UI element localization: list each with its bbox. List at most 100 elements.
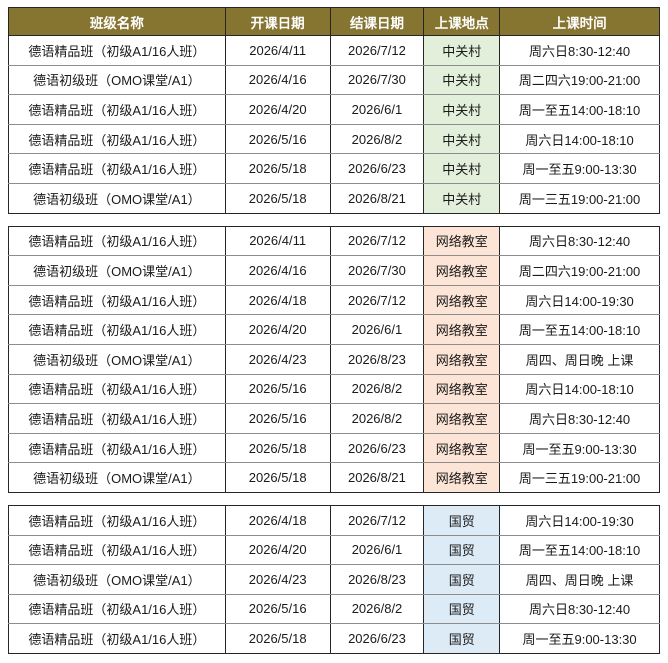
time-cell: 周一至五9:00-13:30 xyxy=(499,432,660,464)
end-date-cell: 2026/7/30 xyxy=(329,64,425,96)
class-name-cell: 德语精品班（初级A1/16人班） xyxy=(8,593,226,625)
end-date-cell: 2026/6/23 xyxy=(329,432,425,464)
time-cell: 周一三五19:00-21:00 xyxy=(499,182,660,214)
time-cell: 周六日8:30-12:40 xyxy=(499,403,660,434)
class-name-cell: 德语精品班（初级A1/16人班） xyxy=(8,153,226,184)
start-date-cell: 2026/4/18 xyxy=(224,504,331,536)
header-cell-location: 上课地点 xyxy=(423,7,501,36)
start-date-cell: 2026/5/18 xyxy=(224,462,331,493)
location-cell: 网络教室 xyxy=(423,284,501,316)
header-cell-time: 上课时间 xyxy=(499,7,660,36)
schedule-table-section-2: 德语精品班（初级A1/16人班） 2026/4/11 2026/7/12 网络教室 周六… xyxy=(8,225,660,493)
end-date-cell: 2026/7/12 xyxy=(329,35,425,66)
location-cell: 中关村 xyxy=(423,94,501,125)
start-date-cell: 2026/4/18 xyxy=(224,284,331,316)
location-cell: 网络教室 xyxy=(423,403,501,434)
time-cell: 周一至五14:00-18:10 xyxy=(499,314,660,345)
start-date-cell: 2026/4/23 xyxy=(224,564,331,595)
class-name-cell: 德语精品班（初级A1/16人班） xyxy=(8,35,226,66)
location-cell: 中关村 xyxy=(423,35,501,66)
schedule-row: 德语初级班（OMO课堂/A1） 2026/5/18 2026/8/21 中关村 周一三五… xyxy=(8,182,660,214)
location-cell: 网络教室 xyxy=(423,343,501,375)
time-cell: 周六日8:30-12:40 xyxy=(499,593,660,625)
start-date-cell: 2026/4/20 xyxy=(224,314,331,345)
class-name-cell: 德语精品班（初级A1/16人班） xyxy=(8,225,226,257)
schedule-row: 德语精品班（初级A1/16人班） 2026/5/16 2026/8/2 网络教室 周六日… xyxy=(8,373,660,405)
location-cell: 网络教室 xyxy=(423,462,501,493)
time-cell: 周六日8:30-12:40 xyxy=(499,35,660,66)
time-cell: 周一至五9:00-13:30 xyxy=(499,623,660,654)
schedule-row: 德语初级班（OMO课堂/A1） 2026/4/16 2026/7/30 网络教室 周二四… xyxy=(8,255,660,286)
class-name-cell: 德语精品班（初级A1/16人班） xyxy=(8,373,226,405)
schedule-row: 德语精品班（初级A1/16人班） 2026/5/16 2026/8/2 中关村 周六日1… xyxy=(8,123,660,155)
class-name-cell: 德语精品班（初级A1/16人班） xyxy=(8,284,226,316)
schedule-row: 德语初级班（OMO课堂/A1） 2026/4/16 2026/7/30 中关村 周二四六… xyxy=(8,64,660,96)
end-date-cell: 2026/7/12 xyxy=(329,284,425,316)
schedule-row: 德语初级班（OMO课堂/A1） 2026/5/18 2026/8/21 网络教室 周一三… xyxy=(8,462,660,493)
end-date-cell: 2026/7/12 xyxy=(329,504,425,536)
end-date-cell: 2026/8/23 xyxy=(329,343,425,375)
start-date-cell: 2026/4/23 xyxy=(224,343,331,375)
class-name-cell: 德语初级班（OMO课堂/A1） xyxy=(8,462,226,493)
schedule-row: 德语精品班（初级A1/16人班） 2026/5/16 2026/8/2 网络教室 周六日… xyxy=(8,403,660,434)
schedule-row: 德语精品班（初级A1/16人班） 2026/4/18 2026/7/12 国贸 周六日1… xyxy=(8,504,660,536)
location-cell: 网络教室 xyxy=(423,225,501,257)
end-date-cell: 2026/8/2 xyxy=(329,373,425,405)
start-date-cell: 2026/5/16 xyxy=(224,373,331,405)
schedule-row: 德语精品班（初级A1/16人班） 2026/4/11 2026/7/12 网络教室 周六… xyxy=(8,225,660,257)
end-date-cell: 2026/6/23 xyxy=(329,623,425,654)
start-date-cell: 2026/4/16 xyxy=(224,255,331,286)
schedule-row: 德语精品班（初级A1/16人班） 2026/4/20 2026/6/1 国贸 周一至五1… xyxy=(8,534,660,566)
class-name-cell: 德语初级班（OMO课堂/A1） xyxy=(8,255,226,286)
class-name-cell: 德语初级班（OMO课堂/A1） xyxy=(8,64,226,96)
start-date-cell: 2026/5/16 xyxy=(224,403,331,434)
location-cell: 网络教室 xyxy=(423,255,501,286)
start-date-cell: 2026/5/16 xyxy=(224,593,331,625)
end-date-cell: 2026/8/2 xyxy=(329,123,425,155)
location-cell: 网络教室 xyxy=(423,373,501,405)
class-name-cell: 德语精品班（初级A1/16人班） xyxy=(8,432,226,464)
end-date-cell: 2026/8/23 xyxy=(329,564,425,595)
schedule-row: 德语精品班（初级A1/16人班） 2026/5/18 2026/6/23 国贸 周一至五… xyxy=(8,623,660,654)
start-date-cell: 2026/4/11 xyxy=(224,35,331,66)
start-date-cell: 2026/5/16 xyxy=(224,123,331,155)
header-cell-start-date: 开课日期 xyxy=(224,7,331,36)
time-cell: 周六日14:00-19:30 xyxy=(499,284,660,316)
location-cell: 国贸 xyxy=(423,504,501,536)
location-cell: 中关村 xyxy=(423,153,501,184)
location-cell: 国贸 xyxy=(423,623,501,654)
header-cell-end-date: 结课日期 xyxy=(329,7,425,36)
end-date-cell: 2026/6/23 xyxy=(329,153,425,184)
end-date-cell: 2026/6/1 xyxy=(329,94,425,125)
location-cell: 网络教室 xyxy=(423,432,501,464)
time-cell: 周一至五9:00-13:30 xyxy=(499,153,660,184)
class-name-cell: 德语精品班（初级A1/16人班） xyxy=(8,314,226,345)
class-name-cell: 德语初级班（OMO课堂/A1） xyxy=(8,182,226,214)
location-cell: 国贸 xyxy=(423,564,501,595)
location-cell: 中关村 xyxy=(423,182,501,214)
time-cell: 周二四六19:00-21:00 xyxy=(499,64,660,96)
time-cell: 周一至五14:00-18:10 xyxy=(499,94,660,125)
time-cell: 周四、周日晚 上课 xyxy=(499,564,660,595)
start-date-cell: 2026/4/20 xyxy=(224,534,331,566)
start-date-cell: 2026/4/16 xyxy=(224,64,331,96)
class-name-cell: 德语初级班（OMO课堂/A1） xyxy=(8,564,226,595)
location-cell: 中关村 xyxy=(423,64,501,96)
schedule-table-section-3: 德语精品班（初级A1/16人班） 2026/4/18 2026/7/12 国贸 周六日1… xyxy=(8,504,660,654)
time-cell: 周六日14:00-19:30 xyxy=(499,504,660,536)
time-cell: 周六日8:30-12:40 xyxy=(499,225,660,257)
location-cell: 中关村 xyxy=(423,123,501,155)
start-date-cell: 2026/5/18 xyxy=(224,623,331,654)
schedule-row: 德语精品班（初级A1/16人班） 2026/5/18 2026/6/23 网络教室 周一… xyxy=(8,432,660,464)
header-cell-class-name: 班级名称 xyxy=(8,7,226,36)
class-name-cell: 德语精品班（初级A1/16人班） xyxy=(8,94,226,125)
schedule-table-section-1: 班级名称 开课日期 结课日期 上课地点 上课时间 德语精品班（初级A1/16人班） 2026… xyxy=(8,7,660,214)
class-name-cell: 德语精品班（初级A1/16人班） xyxy=(8,534,226,566)
end-date-cell: 2026/8/21 xyxy=(329,462,425,493)
end-date-cell: 2026/8/21 xyxy=(329,182,425,214)
end-date-cell: 2026/6/1 xyxy=(329,314,425,345)
class-name-cell: 德语精品班（初级A1/16人班） xyxy=(8,504,226,536)
start-date-cell: 2026/5/18 xyxy=(224,153,331,184)
schedule-row: 德语初级班（OMO课堂/A1） 2026/4/23 2026/8/23 网络教室 周四、… xyxy=(8,343,660,375)
schedule-row: 德语精品班（初级A1/16人班） 2026/4/11 2026/7/12 中关村 周六日… xyxy=(8,35,660,66)
